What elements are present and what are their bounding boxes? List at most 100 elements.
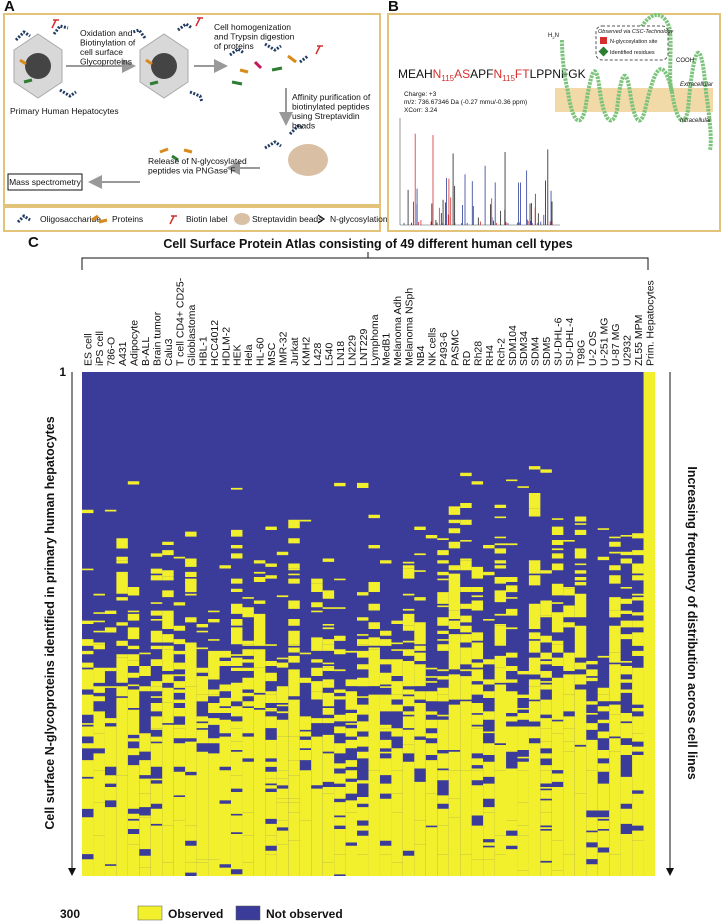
heatmap-column [563, 540, 575, 877]
column-label: Melanoma Adh [392, 296, 404, 366]
column-label: P493-6 [438, 332, 450, 366]
heatmap-column [231, 487, 243, 876]
legend-label: Proteins [112, 214, 143, 224]
seq: LPPNFGK [530, 67, 586, 81]
extracellular: Extracellular [680, 82, 714, 88]
n-term: H [548, 33, 552, 39]
column-label: U-251 MG [598, 318, 610, 366]
heatmap-column [506, 479, 518, 876]
column-label: LN18 [335, 341, 347, 366]
column-label: HEK [232, 344, 244, 366]
heatmap-column [380, 560, 392, 876]
heatmap-column [402, 561, 415, 876]
heatmap-column [242, 597, 254, 876]
heatmap-column [265, 526, 277, 876]
column-label: SDM104 [507, 325, 519, 366]
column-label: HDLM-2 [220, 327, 232, 366]
heatmap-column [483, 545, 495, 876]
heatmap-column [322, 558, 335, 877]
column-label: KMH2 [300, 337, 312, 366]
legend-label: N-glycosylation site [330, 214, 403, 224]
panel-label: C [28, 234, 39, 251]
seq: 115 [502, 74, 515, 83]
column-label: Melanoma NSph [404, 288, 416, 366]
cell-label: Primary Human Hepatocytes [10, 106, 119, 116]
seq: MEAH [398, 67, 433, 81]
panel-label: B [388, 0, 399, 15]
column-label: LN229 [346, 335, 358, 366]
legend-swatch [137, 905, 163, 921]
heatmap-column [357, 482, 369, 876]
mass-spec-label: Mass spectrometry [9, 177, 82, 187]
column-label: HBL-1 [197, 336, 209, 366]
n-term: 2 [552, 35, 555, 40]
step-text: beads [292, 121, 315, 131]
heatmap-column [173, 556, 186, 876]
legend-icon [91, 214, 108, 224]
column-label: HL-60 [255, 337, 267, 366]
column-label: SDM5 [541, 337, 553, 366]
cell-diagram [7, 17, 328, 191]
legend-swatch [235, 905, 261, 921]
y-tick-label: 300 [60, 907, 80, 921]
topology-legend: Identified residues [610, 50, 655, 56]
atlas-title: Cell Surface Protein Atlas consisting of… [163, 237, 572, 251]
heatmap-column [104, 509, 117, 876]
mz: m/z: 736.67346 Da (-0.27 mmu/-0.36 ppm) [404, 99, 527, 106]
step-text: biotinylated peptides [292, 102, 370, 112]
step-text: Release of N-glycosylated [148, 156, 247, 166]
column-label: MedB1 [381, 333, 393, 366]
column-label: SU-DHL-4 [564, 317, 576, 366]
legend-label: Not observed [266, 907, 343, 921]
step-text: Oxidation and [80, 28, 133, 38]
y-tick-label: 1 [59, 365, 66, 379]
column-label: SDM4 [530, 337, 542, 366]
heatmap-column [620, 535, 633, 877]
heatmap-column [82, 509, 94, 877]
legend-label: Observed [168, 907, 223, 921]
column-label: HCC4012 [209, 320, 221, 366]
heatmap-column [586, 661, 598, 876]
step-text: Affinity purification of [292, 92, 371, 102]
column-label: Rch-2 [495, 338, 507, 366]
topology-legend-title: Observed via CSC-Technology [598, 29, 675, 35]
heatmap-column [597, 528, 610, 876]
legend-label: Streptavidin beads [252, 214, 322, 224]
legend-icon [234, 213, 250, 225]
topology-legend: N-glycosylation site [610, 39, 657, 45]
heatmap-column [448, 506, 461, 876]
peptide-sequence: MEAHN115ASAPFN115FTLPPNFGK [398, 67, 586, 83]
column-label: Prim. Hepatocytes [644, 280, 656, 366]
heatmap [82, 372, 655, 877]
heatmap-column [368, 514, 380, 877]
legend-icon [169, 215, 177, 225]
spectrum [399, 118, 560, 226]
xcorr: XCorr: 3.24 [404, 107, 438, 114]
n-terminus: H2N [548, 33, 559, 40]
heatmap-column [345, 650, 358, 876]
column-label: ES cell [83, 333, 95, 366]
column-label: L428 [312, 342, 324, 366]
intracellular: Intracellular [680, 118, 712, 124]
heatmap-column [150, 553, 163, 876]
heatmap-column [299, 519, 312, 876]
step-text: using Streptavidin [292, 111, 360, 121]
seq: APF [470, 67, 493, 81]
column-label: U2932 [621, 335, 633, 366]
heatmap-column [414, 526, 426, 877]
heatmap-column [609, 536, 621, 877]
seq: N [433, 67, 442, 81]
heatmap-column [288, 519, 300, 877]
step-text: Biotinylation of [80, 38, 136, 48]
heatmap-column [540, 469, 552, 877]
legend-label: Biotin label [186, 214, 228, 224]
legend-label: Oligosaccharide [40, 214, 101, 224]
column-label: L540 [323, 342, 335, 366]
column-label: ZL55 MPM [633, 315, 645, 366]
column-label: Brain tumor [151, 311, 163, 366]
n-term: N [555, 33, 559, 39]
seq: AS [454, 67, 470, 81]
column-label: Rh28 [472, 341, 484, 366]
column-label: T98G [576, 340, 588, 366]
heatmap-column [551, 518, 564, 876]
